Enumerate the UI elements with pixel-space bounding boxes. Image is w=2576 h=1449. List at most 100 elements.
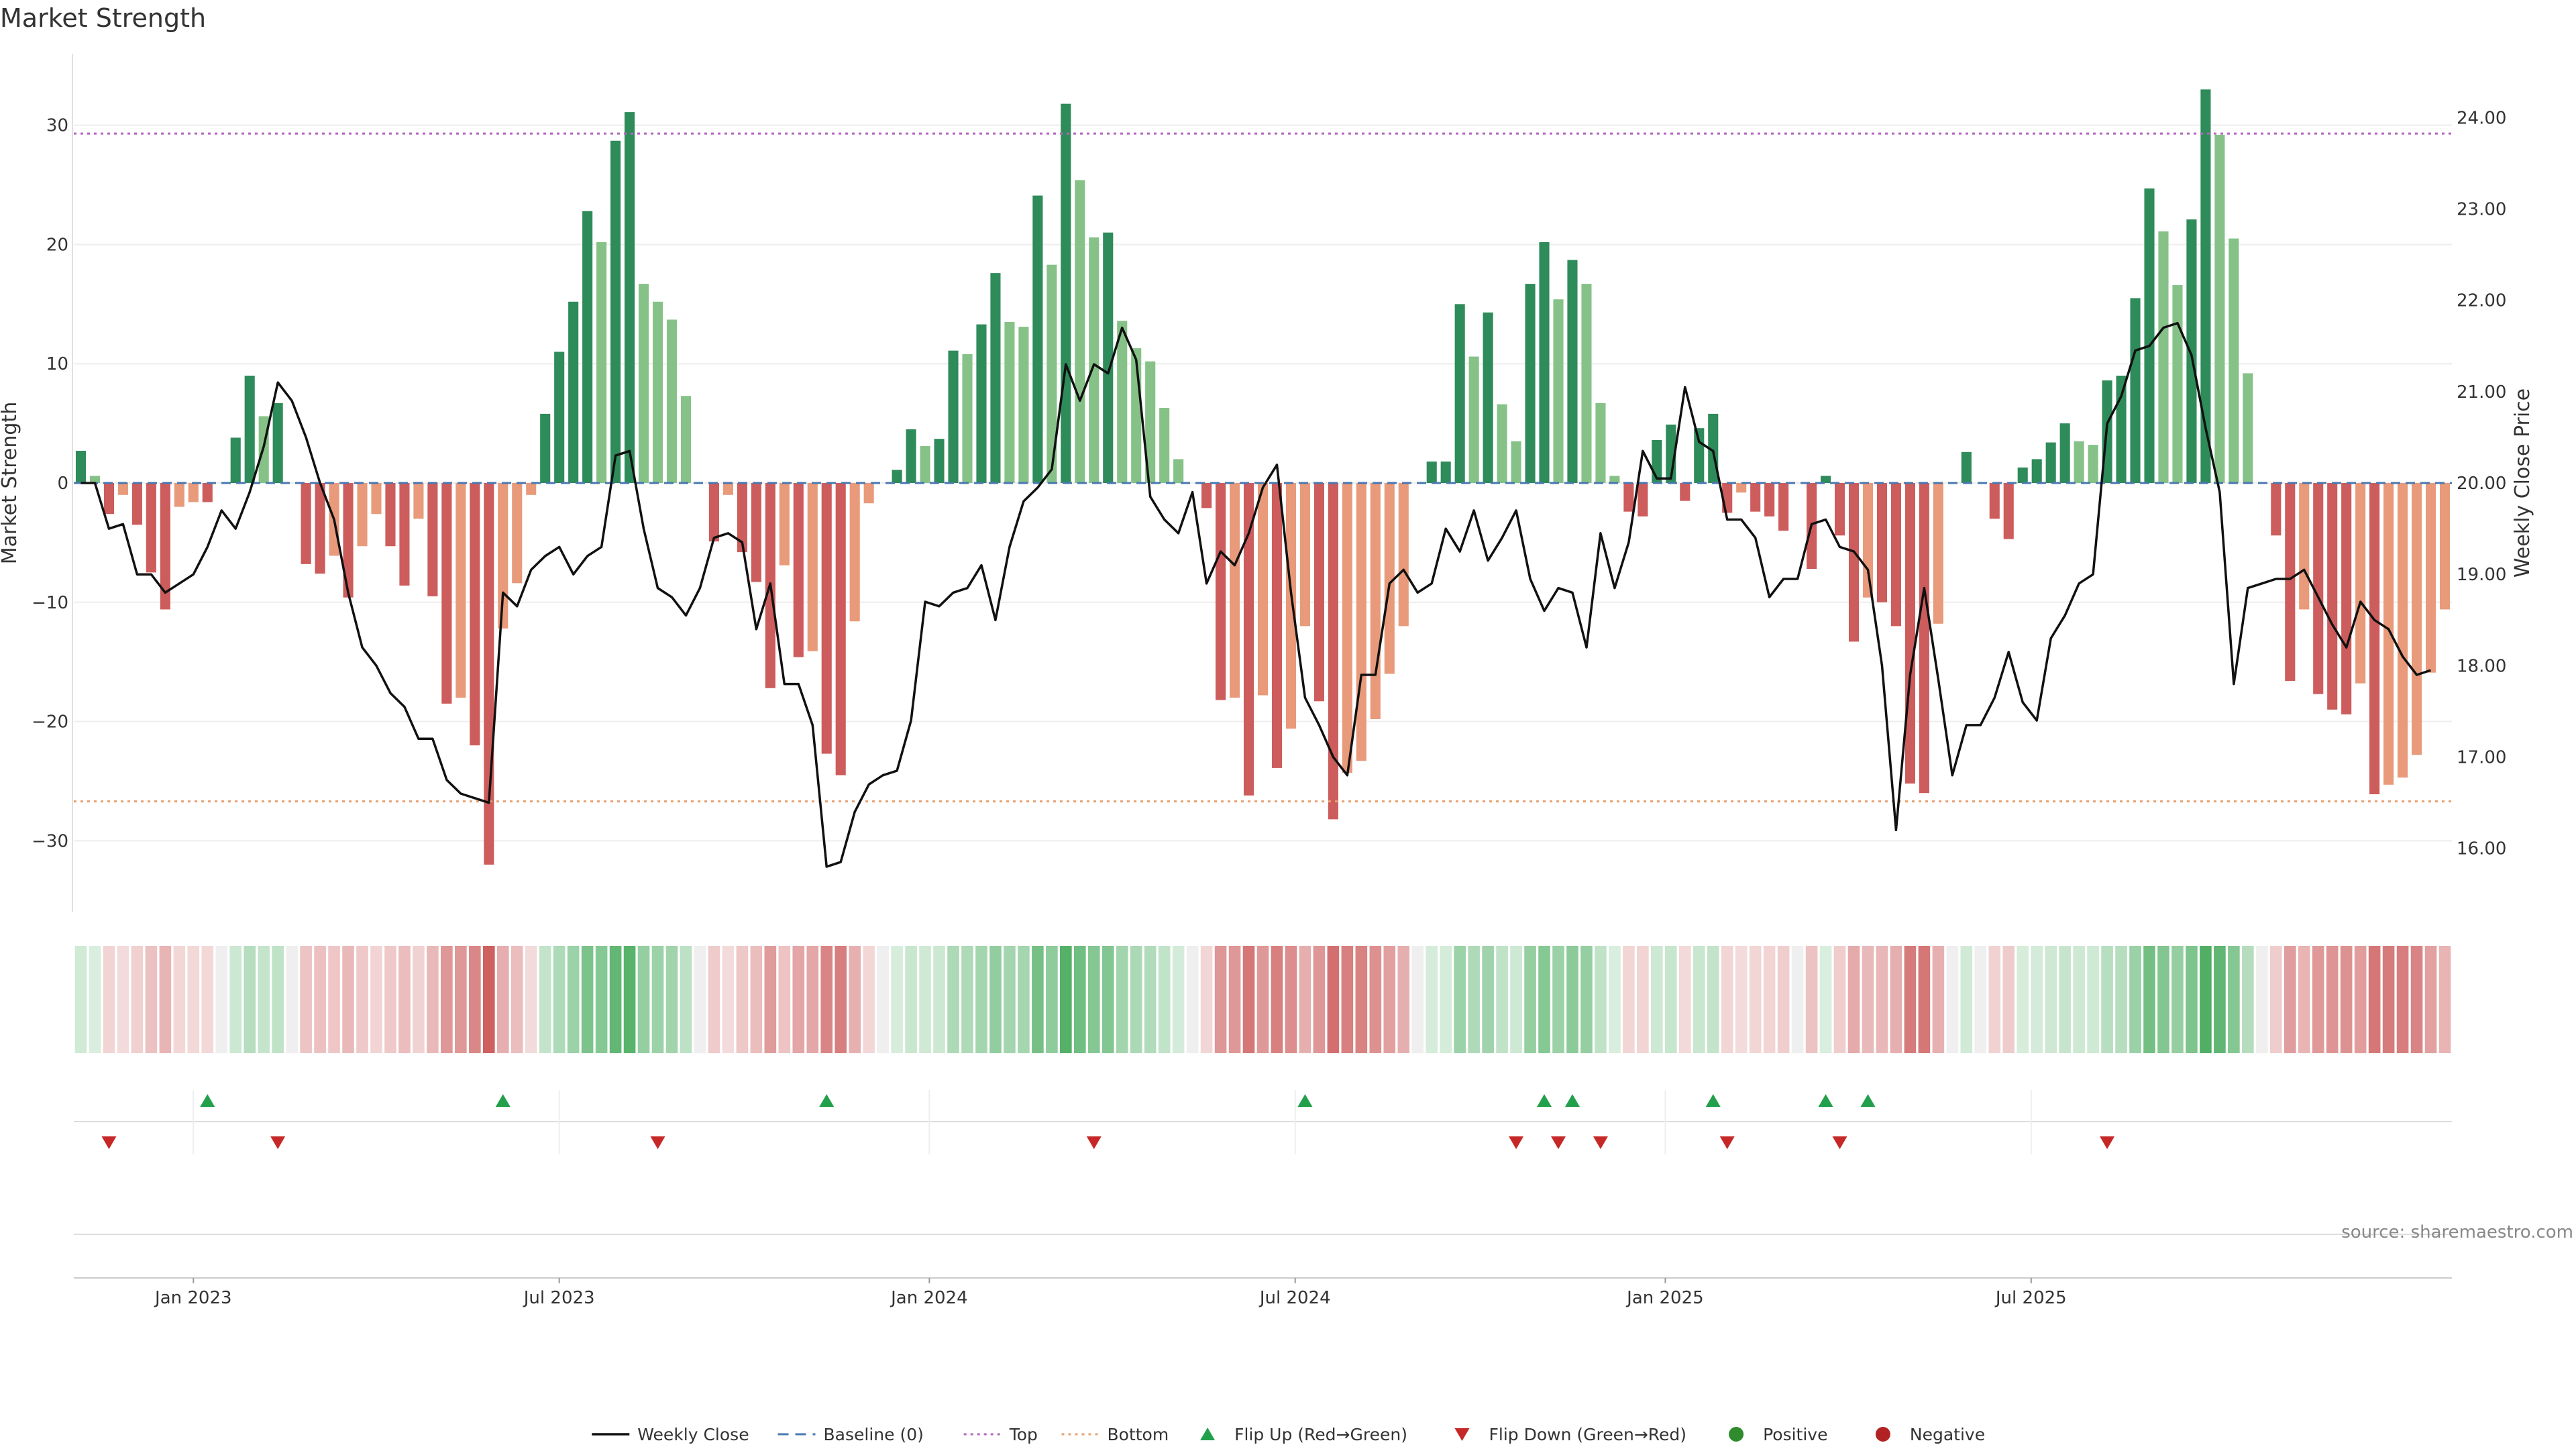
heat-cell <box>1651 946 1663 1053</box>
strength-bar <box>920 445 930 483</box>
y-tick-label: 20 <box>46 235 68 255</box>
strength-bar <box>540 413 551 483</box>
x-tick-label: Jul 2023 <box>523 1288 595 1308</box>
strength-bar <box>2059 423 2070 483</box>
strength-bar <box>708 483 719 542</box>
strength-bar <box>2383 483 2394 785</box>
strength-bar <box>1821 476 1831 483</box>
flip-up-marker <box>1537 1094 1552 1107</box>
heat-cell <box>567 946 580 1053</box>
strength-bar <box>1778 483 1789 531</box>
heat-cell <box>1566 946 1578 1053</box>
heat-cell <box>482 946 495 1053</box>
strength-bar <box>568 301 579 483</box>
heat-cell <box>455 946 467 1053</box>
heat-cell <box>722 946 735 1053</box>
strength-bar <box>2214 134 2225 483</box>
heat-cell <box>764 946 777 1053</box>
heat-cell <box>1327 946 1340 1053</box>
heat-cell <box>1932 946 1945 1053</box>
strength-bar <box>2299 483 2310 610</box>
heat-cell <box>1102 946 1114 1053</box>
strength-heat-strip <box>74 946 2451 1053</box>
heat-cell <box>74 946 87 1053</box>
heat-cell <box>1032 946 1044 1053</box>
heat-cell <box>103 946 115 1053</box>
strength-bar <box>2412 483 2422 755</box>
heat-cell <box>1200 946 1213 1053</box>
heat-cell <box>708 946 720 1053</box>
heat-cell <box>2073 946 2085 1053</box>
heat-cell <box>1763 946 1776 1053</box>
legend-label: Positive <box>1763 1425 1827 1444</box>
y2-tick-label: 17.00 <box>2457 748 2506 768</box>
heat-cell <box>2438 946 2451 1053</box>
weekly-close-line <box>80 321 2432 868</box>
heat-cell <box>413 946 425 1053</box>
strength-bar <box>1384 483 1395 674</box>
strength-bar <box>582 211 593 483</box>
heat-cell <box>2017 946 2029 1053</box>
flip-down-marker <box>1551 1136 1566 1149</box>
heat-cell <box>891 946 903 1053</box>
heat-cell <box>877 946 889 1053</box>
heat-cell <box>1299 946 1311 1053</box>
heat-cell <box>1552 946 1564 1053</box>
strength-bar <box>835 483 846 775</box>
strength-bar <box>75 451 87 483</box>
heat-cell <box>1721 946 1733 1053</box>
strength-bar <box>1426 462 1437 483</box>
strength-bar <box>2398 483 2408 778</box>
strength-bar <box>2144 188 2155 483</box>
flip-up-marker <box>1705 1094 1721 1107</box>
heat-cell <box>1974 946 1987 1053</box>
strength-bar <box>131 483 142 525</box>
heat-cell <box>1313 946 1326 1053</box>
strength-bar <box>146 483 156 573</box>
strength-bar <box>498 483 508 629</box>
y-tick-label: −20 <box>32 712 68 733</box>
flip-down-marker <box>1832 1136 1847 1149</box>
strength-bar <box>484 483 494 865</box>
strength-bar <box>1468 356 1479 483</box>
strength-bar <box>962 354 973 483</box>
heat-cell <box>286 946 298 1053</box>
heat-cell <box>553 946 566 1053</box>
heat-cell <box>2031 946 2043 1053</box>
strength-bar <box>1159 408 1170 483</box>
strength-bar <box>2074 441 2084 483</box>
strength-bar <box>1271 483 1283 768</box>
y2-tick-label: 20.00 <box>2457 474 2506 494</box>
reference-lines <box>74 132 2452 803</box>
heat-cell <box>1285 946 1297 1053</box>
strength-bar <box>1313 483 1324 702</box>
heat-cell <box>441 946 453 1053</box>
heat-cell <box>2354 946 2367 1053</box>
heat-cell <box>1510 946 1522 1053</box>
strength-bar <box>2341 483 2352 714</box>
heat-cell <box>1595 946 1607 1053</box>
strength-bar <box>1736 483 1747 493</box>
heat-cell <box>665 946 678 1053</box>
heat-cell <box>1988 946 2001 1053</box>
heat-cell <box>328 946 340 1053</box>
heat-cell <box>173 946 186 1053</box>
heat-cell <box>961 946 973 1053</box>
heat-cell <box>1046 946 1058 1053</box>
flip-markers-panel <box>74 1090 2452 1235</box>
source-note: source: sharemaestro.com <box>2341 1222 2573 1242</box>
strength-bar <box>906 429 916 483</box>
strength-bar <box>1454 304 1465 483</box>
heat-cell <box>469 946 481 1053</box>
strength-bar <box>1497 404 1507 483</box>
heat-cell <box>835 946 847 1053</box>
heat-cell <box>778 946 791 1053</box>
heat-cell <box>117 946 129 1053</box>
heat-cell <box>1678 946 1691 1053</box>
heat-cell <box>1383 946 1396 1053</box>
strength-bar <box>1257 483 1269 696</box>
strength-bar <box>2369 483 2380 794</box>
heat-cell <box>496 946 509 1053</box>
strength-bars <box>75 89 2451 865</box>
